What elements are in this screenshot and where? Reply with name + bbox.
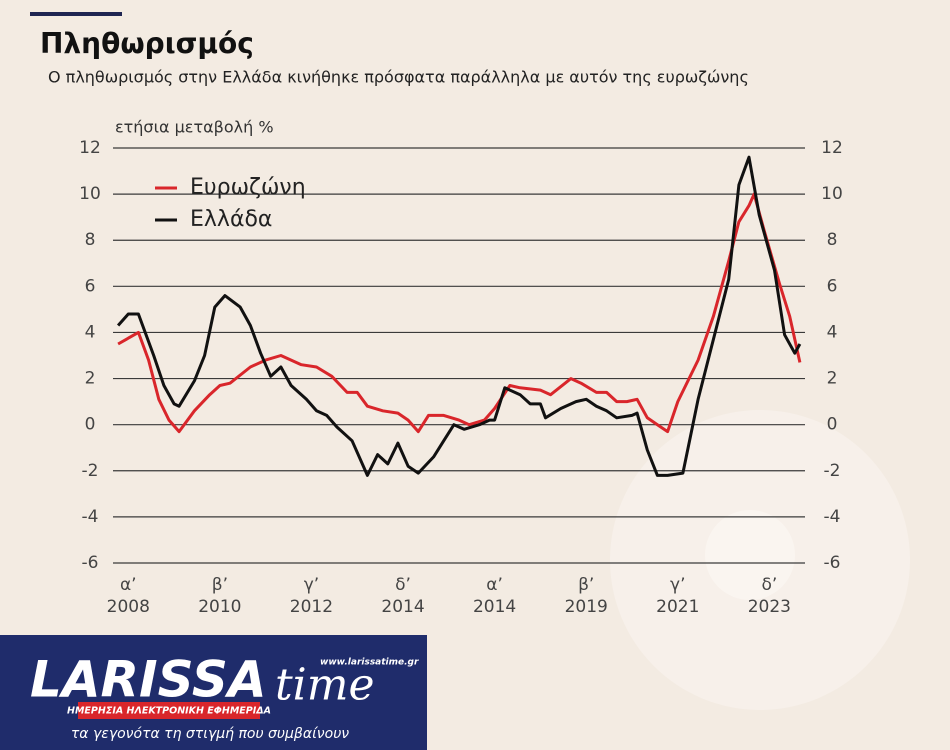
y-tick-label: 0 — [85, 415, 96, 435]
y2-tick-label: 12 — [821, 138, 843, 158]
title-bar — [30, 12, 122, 16]
series-line — [117, 192, 802, 434]
x-tick-label: γ’ 2012 — [290, 575, 333, 617]
y2-tick-label: 0 — [827, 415, 838, 435]
y2-tick-label: -6 — [824, 553, 841, 573]
y-tick-label: 12 — [79, 138, 101, 158]
plot: -6 -4 -2 0 2 4 6 8 10 12 -6 -4 -2 0 2 4 6 8 10 12 α’ 2008 β’ 20… — [79, 138, 843, 617]
chart-subtitle: Ο πληθωρισμός στην Ελλάδα κινήθηκε πρόσφ… — [48, 68, 749, 87]
logo-red-bar — [78, 702, 260, 719]
y2-tick-label: 4 — [827, 322, 838, 342]
y-tick-label: -4 — [82, 507, 99, 527]
logo-slogan: τα γεγονότα τη στιγμή που συμβαίνουν — [71, 726, 349, 742]
x-tick-label: β’ 2010 — [198, 575, 241, 617]
y-tick-label: 8 — [85, 230, 96, 250]
x-tick-label: δ’ 2014 — [381, 575, 424, 617]
x-tick-label: α’ 2008 — [107, 575, 150, 617]
y-tick-label: 2 — [85, 369, 96, 389]
logo-brand: LARISSA — [30, 651, 267, 709]
x-tick-label: α’ 2014 — [473, 575, 516, 617]
y2-tick-label: 6 — [827, 276, 838, 296]
y-tick-label: -2 — [82, 461, 99, 481]
logo-panel — [0, 635, 427, 750]
logo-brand: time — [275, 660, 375, 711]
x-tick-label: β’ 2019 — [565, 575, 608, 617]
y2-tick-label: 2 — [827, 369, 838, 389]
y-tick-label: 10 — [79, 184, 101, 204]
logo-url: www.larissatime.gr — [320, 658, 419, 668]
legend-label: Ευρωζώνη — [190, 175, 306, 200]
y-tick-label: -6 — [82, 553, 99, 573]
logo: LARISSA time www.larissatime.gr ΗΜΕΡΗΣΙΑ… — [0, 635, 427, 750]
y-tick-label: 6 — [85, 276, 96, 296]
y-axis-label: ετήσια μεταβολή % — [115, 118, 274, 137]
y-tick-label: 4 — [85, 322, 96, 342]
logo-tagline: ΗΜΕΡΗΣΙΑ ΗΛΕΚΤΡΟΝΙΚΗ ΕΦΗΜΕΡΙΔΑ — [67, 706, 271, 717]
x-tick-label: γ’ 2021 — [656, 575, 699, 617]
x-tick-label: δ’ 2023 — [748, 575, 791, 617]
y2-tick-label: -4 — [824, 507, 841, 527]
decoration — [705, 510, 795, 600]
y2-tick-label: -2 — [824, 461, 841, 481]
y2-tick-label: 10 — [821, 184, 843, 204]
chart-title: Πληθωρισμός — [40, 27, 254, 60]
legend-label: Ελλάδα — [190, 207, 272, 232]
series-line — [116, 155, 802, 477]
y2-tick-label: 8 — [827, 230, 838, 250]
